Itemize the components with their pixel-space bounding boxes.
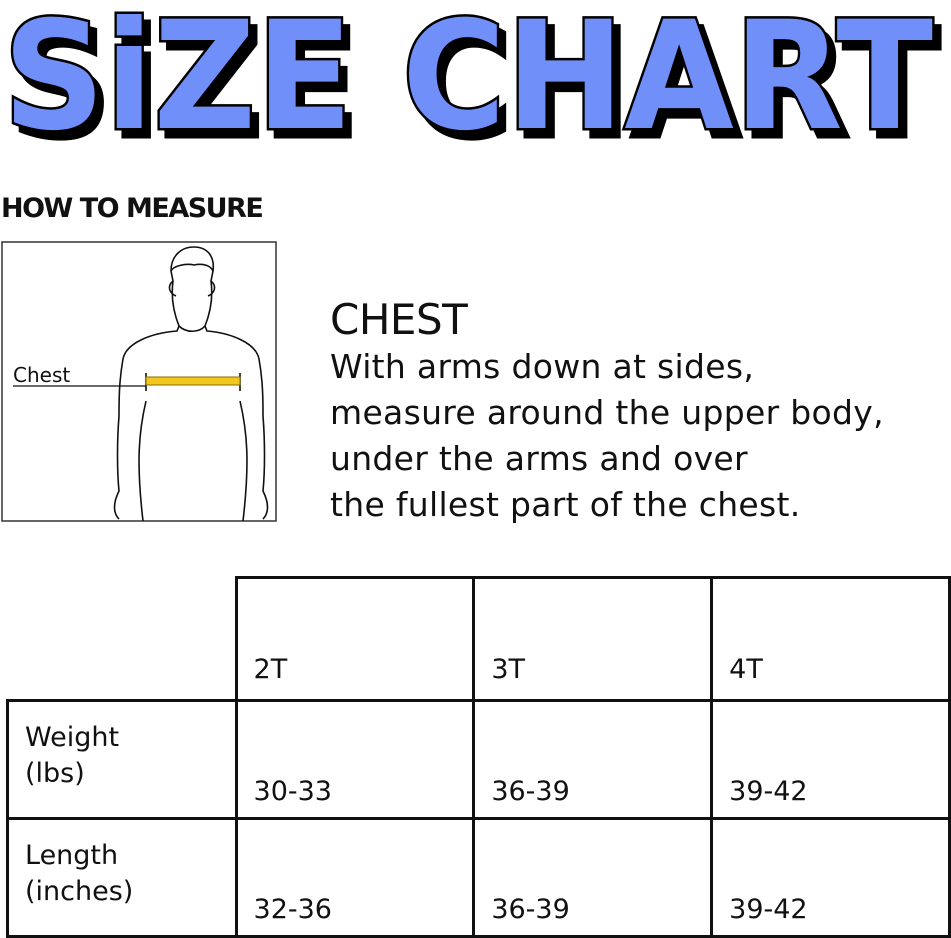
row-label-unit: (lbs) [25, 758, 85, 789]
measure-figure: Chest [1, 241, 277, 522]
table-header-row: 2T 3T 4T [7, 576, 951, 702]
row-label: Weight (lbs) [6, 699, 238, 820]
size-header: 3T [472, 576, 714, 702]
chest-line: With arms down at sides, [330, 347, 755, 386]
chest-description: CHEST With arms down at sides, measure a… [330, 296, 884, 528]
table-row: Weight (lbs) 30-33 36-39 39-42 [6, 699, 951, 820]
size-header: 4T [710, 576, 951, 702]
table-cell: 36-39 [472, 699, 714, 820]
chest-line: the fullest part of the chest. [330, 485, 801, 524]
chest-line: under the arms and over [330, 439, 748, 478]
row-label-line: Weight [25, 722, 120, 753]
table-cell: 32-36 [234, 817, 476, 938]
table-cell: 30-33 [234, 699, 476, 820]
chest-title: CHEST [330, 295, 468, 344]
table-cell: 39-42 [710, 817, 951, 938]
table-cell: 36-39 [472, 817, 714, 938]
row-label-line: Length [25, 840, 119, 871]
measuring-tape-icon [145, 376, 241, 386]
chest-line: measure around the upper body, [330, 393, 884, 432]
table-row: Length (inches) 32-36 36-39 39-42 [6, 817, 951, 938]
row-label: Length (inches) [6, 817, 238, 938]
body-outline-icon [113, 246, 269, 522]
size-table: 2T 3T 4T Weight (lbs) 30-33 36-39 39-42 L… [6, 576, 951, 938]
empty-corner-cell [7, 577, 238, 702]
size-header: 2T [234, 576, 476, 702]
row-label-unit: (inches) [25, 876, 134, 907]
how-to-measure-heading: HOW TO MEASURE [1, 193, 264, 224]
size-chart-title: SiZE CHART [1, 0, 936, 150]
chest-label: Chest [13, 363, 70, 387]
title-text: SiZE CHART [3, 0, 933, 150]
table-cell: 39-42 [710, 699, 951, 820]
